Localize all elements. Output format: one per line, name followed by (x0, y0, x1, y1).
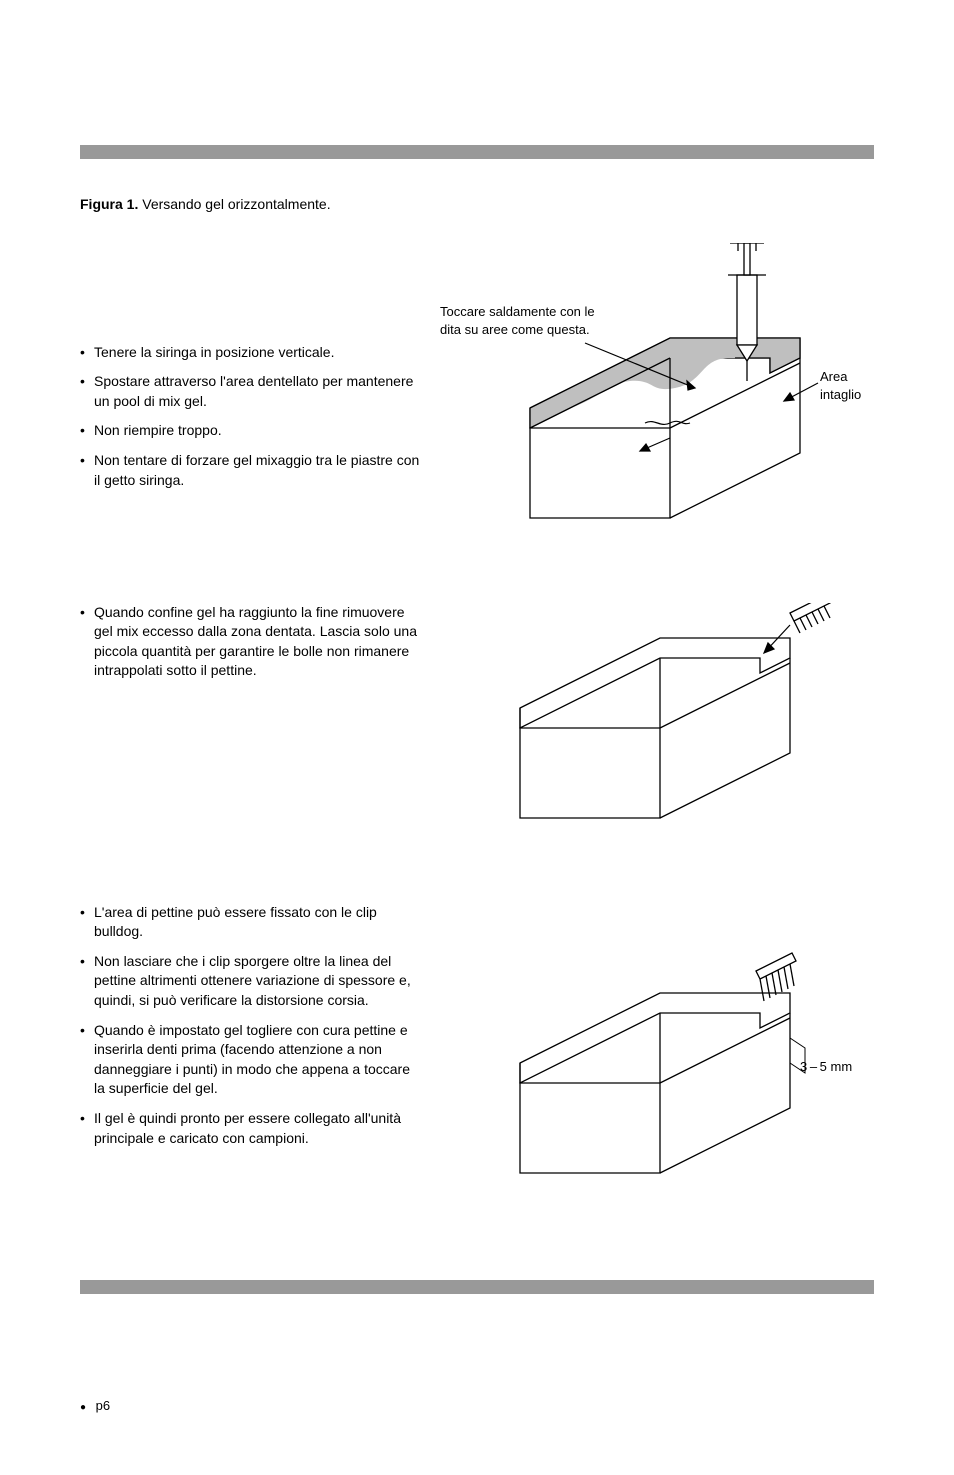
page-number-text: p6 (96, 1398, 110, 1413)
diagram-1-svg (450, 243, 870, 553)
list-item: L'area di pettine può essere fissato con… (80, 903, 420, 942)
annot-line: Toccare saldamente con le (440, 304, 595, 319)
annot-line: 3 – 5 mm (800, 1059, 852, 1074)
list-item: Il gel è quindi pronto per essere colleg… (80, 1109, 420, 1148)
figure-caption: Figura 1. Versando gel orizzontalmente. (80, 195, 874, 215)
list-item: Non riempire troppo. (80, 421, 420, 441)
section-1: Tenere la siringa in posizione verticale… (80, 243, 874, 553)
list-item: Non lasciare che i clip sporgere oltre l… (80, 952, 420, 1011)
caption-rest: Versando gel orizzontalmente. (138, 196, 330, 212)
annot-notch: Area intaglio (820, 368, 861, 404)
section-2-figure (450, 603, 874, 853)
list-item: Spostare attraverso l'area dentellato pe… (80, 372, 420, 411)
section-1-figure: Toccare saldamente con le dita su aree c… (450, 243, 874, 553)
section-2-text: Quando confine gel ha raggiunto la fine … (80, 603, 420, 853)
bottom-bar (80, 1280, 874, 1294)
section-3-text: L'area di pettine può essere fissato con… (80, 903, 420, 1203)
page-number: p6 (80, 1397, 110, 1415)
annot-line: dita su aree come questa. (440, 322, 590, 337)
section-1-text: Tenere la siringa in posizione verticale… (80, 243, 420, 553)
list-item: Non tentare di forzare gel mixaggio tra … (80, 451, 420, 490)
list-item: Quando confine gel ha raggiunto la fine … (80, 603, 420, 681)
annot-line: Area (820, 369, 847, 384)
list-item: Tenere la siringa in posizione verticale… (80, 343, 420, 363)
top-bar (80, 145, 874, 159)
section-2: Quando confine gel ha raggiunto la fine … (80, 603, 874, 853)
caption-bold: Figura 1. (80, 196, 138, 212)
annot-gap: 3 – 5 mm (800, 1058, 852, 1076)
diagram-2-svg (450, 603, 870, 843)
section-3: L'area di pettine può essere fissato con… (80, 903, 874, 1203)
list-item: Quando è impostato gel togliere con cura… (80, 1021, 420, 1099)
section-3-figure: 3 – 5 mm (450, 903, 874, 1203)
annot-tap: Toccare saldamente con le dita su aree c… (440, 303, 595, 339)
annot-line: intaglio (820, 387, 861, 402)
